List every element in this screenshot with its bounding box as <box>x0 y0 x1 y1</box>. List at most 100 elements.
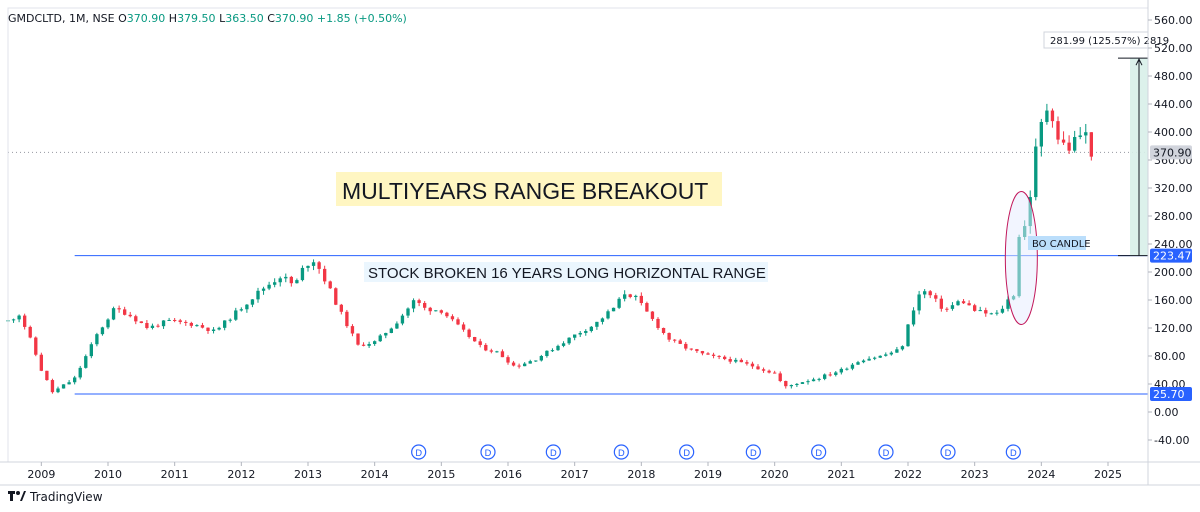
candle-body <box>923 291 927 295</box>
candle-body <box>978 310 982 312</box>
candle-body <box>867 358 871 361</box>
open-label: O <box>118 12 127 25</box>
candle-body <box>273 282 277 285</box>
candle-body <box>673 339 677 341</box>
candle-body <box>61 384 66 389</box>
candle-body <box>1034 146 1038 198</box>
x-tick-label: 2015 <box>427 468 455 481</box>
candle-body <box>73 377 77 383</box>
dividend-marker-icon[interactable] <box>811 444 827 460</box>
candle-body <box>95 334 99 345</box>
dividend-marker-label: D <box>815 449 822 459</box>
candle-body <box>467 329 471 337</box>
candle-body <box>661 327 666 334</box>
y-tick-label: 240.00 <box>1154 238 1193 251</box>
bo-candle-label-bg <box>1028 236 1086 250</box>
candle-body <box>311 262 316 266</box>
horizontal-levels <box>74 255 1148 395</box>
dividend-marker-icon[interactable] <box>480 444 496 460</box>
candle-body <box>734 359 738 362</box>
candle-body <box>411 300 416 309</box>
candle-body <box>334 288 338 305</box>
candle-body <box>178 320 182 322</box>
candle-body <box>900 346 905 350</box>
candle-body <box>623 294 627 299</box>
candle-body <box>967 303 971 306</box>
candle-body <box>1078 135 1082 138</box>
dividend-marker-icon[interactable] <box>1005 444 1021 460</box>
candle-body <box>956 301 960 306</box>
dividend-marker-icon[interactable] <box>613 444 629 460</box>
candle-body <box>878 355 882 358</box>
candle-body <box>761 369 766 371</box>
candle-body <box>628 294 632 298</box>
candle-body <box>245 304 249 310</box>
chart-title-bg <box>336 172 722 206</box>
dividend-marker-label: D <box>883 449 890 459</box>
dividend-marker-icon[interactable] <box>545 444 561 460</box>
dividend-marker-icon[interactable] <box>679 444 695 460</box>
candle-body <box>750 363 755 367</box>
candle-body <box>1061 139 1066 143</box>
candle-body <box>361 344 366 346</box>
candle-body <box>1000 308 1005 313</box>
candle-body <box>917 294 921 311</box>
candle-body <box>1084 132 1088 136</box>
candle-body <box>34 337 38 355</box>
x-tick-label: 2012 <box>227 468 255 481</box>
x-tick-label: 2022 <box>894 468 922 481</box>
y-tick-label: 320.00 <box>1154 182 1193 195</box>
candle-body <box>600 318 605 322</box>
y-tick-label: 560.00 <box>1154 14 1193 27</box>
dividend-marker-icon[interactable] <box>411 444 427 460</box>
y-tick-label: 280.00 <box>1154 210 1193 223</box>
dividend-marker-icon[interactable] <box>940 444 956 460</box>
candle-body <box>578 332 582 335</box>
candle-body <box>261 288 266 291</box>
candle-body <box>23 315 27 327</box>
candle-body <box>50 380 55 393</box>
open-value: 370.90 <box>126 12 166 25</box>
candle-body <box>11 319 16 321</box>
candle-body <box>461 324 466 330</box>
candle-body <box>823 374 827 379</box>
tradingview-logo-icon <box>8 490 26 504</box>
candle-body <box>567 337 571 344</box>
candle-body <box>639 295 643 304</box>
candle-body <box>111 308 116 320</box>
candle-body <box>495 351 499 353</box>
x-tick-label: 2011 <box>161 468 189 481</box>
candle-body <box>1067 142 1071 151</box>
candle-body <box>395 323 399 329</box>
high-value: 379.50 <box>177 12 216 25</box>
candle-body <box>650 311 655 319</box>
candle-body <box>800 382 805 384</box>
candle-body <box>667 333 671 340</box>
dividend-marker-label: D <box>945 449 952 459</box>
candle-body <box>128 314 132 317</box>
candle-body <box>1089 132 1093 157</box>
candle-body <box>300 267 305 281</box>
candle-body <box>511 362 516 366</box>
candle-body <box>945 308 949 310</box>
candle-body <box>428 307 432 312</box>
candle-body <box>106 319 110 328</box>
candle-body <box>756 366 760 370</box>
candle-body <box>678 340 682 344</box>
dividend-marker-icon[interactable] <box>878 444 894 460</box>
tradingview-watermark[interactable]: TradingView <box>8 490 103 504</box>
symbol-legend: GMDCLTD, 1M, NSE O370.90 H379.50 L363.50… <box>8 12 407 25</box>
candle-body <box>950 305 955 309</box>
candle-body <box>573 334 577 338</box>
tradingview-brand: TradingView <box>30 490 103 504</box>
candle-body <box>161 320 166 327</box>
dividend-marker-icon[interactable] <box>745 444 761 460</box>
candle-body <box>445 312 449 317</box>
candle-body <box>1073 137 1077 151</box>
candle-body <box>995 312 999 314</box>
x-tick-label: 2014 <box>361 468 389 481</box>
price-range-measure[interactable]: 281.99 (125.57%) 2819 <box>1043 31 1169 257</box>
candle-body <box>773 372 777 374</box>
candle-body <box>373 341 377 345</box>
